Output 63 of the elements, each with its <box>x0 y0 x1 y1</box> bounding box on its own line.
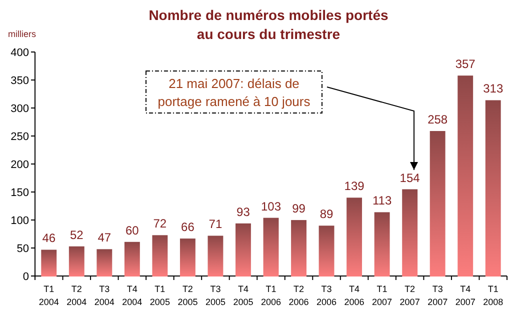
x-tick-label: T1 2007 <box>372 284 392 307</box>
data-label: 47 <box>98 230 112 245</box>
y-tick-label: 400 <box>10 47 29 59</box>
bar <box>152 235 168 276</box>
y-tick-label: 150 <box>10 187 29 199</box>
x-tick-label: T2 2005 <box>178 284 198 307</box>
bar <box>208 236 224 276</box>
bar <box>346 198 362 276</box>
data-label: 154 <box>400 170 420 185</box>
x-tick-label: T1 2005 <box>150 284 170 307</box>
bar <box>402 189 418 276</box>
bar <box>263 218 279 276</box>
bar <box>430 131 446 276</box>
y-tick-label: 350 <box>10 75 29 87</box>
bar <box>41 250 57 276</box>
data-label: 313 <box>483 82 504 96</box>
data-label: 93 <box>236 204 250 219</box>
data-label: 71 <box>208 217 222 232</box>
bar <box>124 242 140 276</box>
y-tick-label: 300 <box>10 103 29 115</box>
y-tick-label: 200 <box>10 159 29 171</box>
annotation: 21 mai 2007: délais de portage ramené à 10 jours <box>158 76 311 109</box>
data-label: 258 <box>428 112 448 127</box>
data-label: 46 <box>42 231 56 246</box>
bar <box>318 226 334 276</box>
y-axis-title: milliers <box>8 29 36 39</box>
x-tick-label: T1 2006 <box>260 284 282 307</box>
x-tick-label: T2 2006 <box>288 284 309 307</box>
data-label: 60 <box>125 223 140 238</box>
x-tick-label: T4 2005 <box>233 284 254 307</box>
data-label: 113 <box>372 194 392 208</box>
bar <box>458 76 474 276</box>
x-tick-label: T1 2008 <box>483 284 504 307</box>
data-label: 139 <box>344 179 365 194</box>
x-tick-label: T4 2004 <box>122 284 142 307</box>
bar <box>291 220 306 276</box>
x-tick-label: T3 2007 <box>428 284 448 307</box>
data-label: 103 <box>260 199 282 214</box>
x-tick-label: T2 2004 <box>66 284 87 307</box>
x-tick-label: T3 2006 <box>316 284 337 307</box>
bar <box>96 249 112 276</box>
y-tick-label: 100 <box>10 215 29 227</box>
data-label: 52 <box>70 228 84 242</box>
x-tick-label: T2 2007 <box>400 284 420 307</box>
data-label: 357 <box>455 57 476 72</box>
x-tick-label: T1 2004 <box>38 284 59 307</box>
bar <box>180 238 196 276</box>
bar <box>485 100 501 276</box>
y-tick-label: 0 <box>22 271 29 283</box>
bar <box>68 246 84 276</box>
data-label: 72 <box>153 216 167 231</box>
x-tick-label: T3 2004 <box>94 284 114 307</box>
bar <box>236 223 251 276</box>
y-tick-label: 50 <box>16 243 29 255</box>
chart-title: Nombre de numéros mobiles portés au cours du trimestre <box>148 7 389 42</box>
data-label: 66 <box>181 220 195 234</box>
x-tick-label: T4 2006 <box>344 284 364 307</box>
x-tick-label: T3 2005 <box>205 284 226 307</box>
y-tick-label: 250 <box>10 131 29 143</box>
bar <box>374 212 390 276</box>
data-label: 89 <box>320 207 334 222</box>
data-label: 99 <box>292 202 306 216</box>
x-tick-label: T4 2007 <box>455 284 476 307</box>
